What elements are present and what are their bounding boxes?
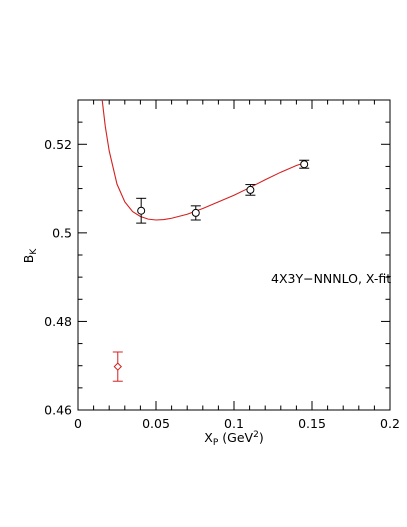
axis-ticks <box>77 99 391 411</box>
x-tick-label: 0.05 <box>142 416 170 431</box>
plot-area-border <box>77 99 391 411</box>
x-tick-label: 0.2 <box>380 416 400 431</box>
y-tick-label: 0.5 <box>52 225 72 240</box>
x-axis-label: XP (GeV2) <box>204 430 263 448</box>
data-points-layer <box>112 159 310 382</box>
fit-curve-layer <box>101 99 305 221</box>
tick-labels: 0 0.05 0.1 0.15 0.2 0.46 0.48 0.5 0.52 <box>44 137 400 431</box>
y-tick-label: 0.52 <box>44 137 72 152</box>
data-point-circle <box>191 208 200 217</box>
x-tick-label: 0.1 <box>224 416 244 431</box>
data-point-circle <box>246 185 255 194</box>
data-point-diamond <box>113 362 122 371</box>
y-axis-label: BK <box>21 248 39 264</box>
data-point-circle <box>137 206 146 215</box>
data-point-circle <box>300 160 309 169</box>
y-tick-label: 0.48 <box>44 314 72 329</box>
annotation-label: 4X3Y−NNNLO, X-fit <box>271 271 391 286</box>
plot-frame <box>77 99 391 411</box>
fit-curve <box>101 99 305 221</box>
y-tick-label: 0.46 <box>44 403 72 418</box>
x-tick-label: 0.15 <box>298 416 326 431</box>
x-tick-label: 0 <box>74 416 82 431</box>
